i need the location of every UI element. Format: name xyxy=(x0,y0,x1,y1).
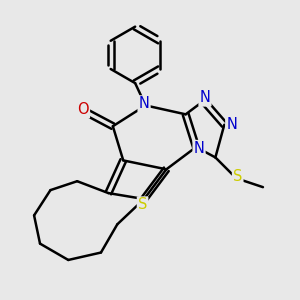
Text: S: S xyxy=(233,169,242,184)
Text: N: N xyxy=(226,117,237,132)
Text: N: N xyxy=(194,141,205,156)
Text: S: S xyxy=(138,197,147,212)
Text: O: O xyxy=(77,102,89,117)
Text: N: N xyxy=(200,91,210,106)
Text: N: N xyxy=(139,96,149,111)
